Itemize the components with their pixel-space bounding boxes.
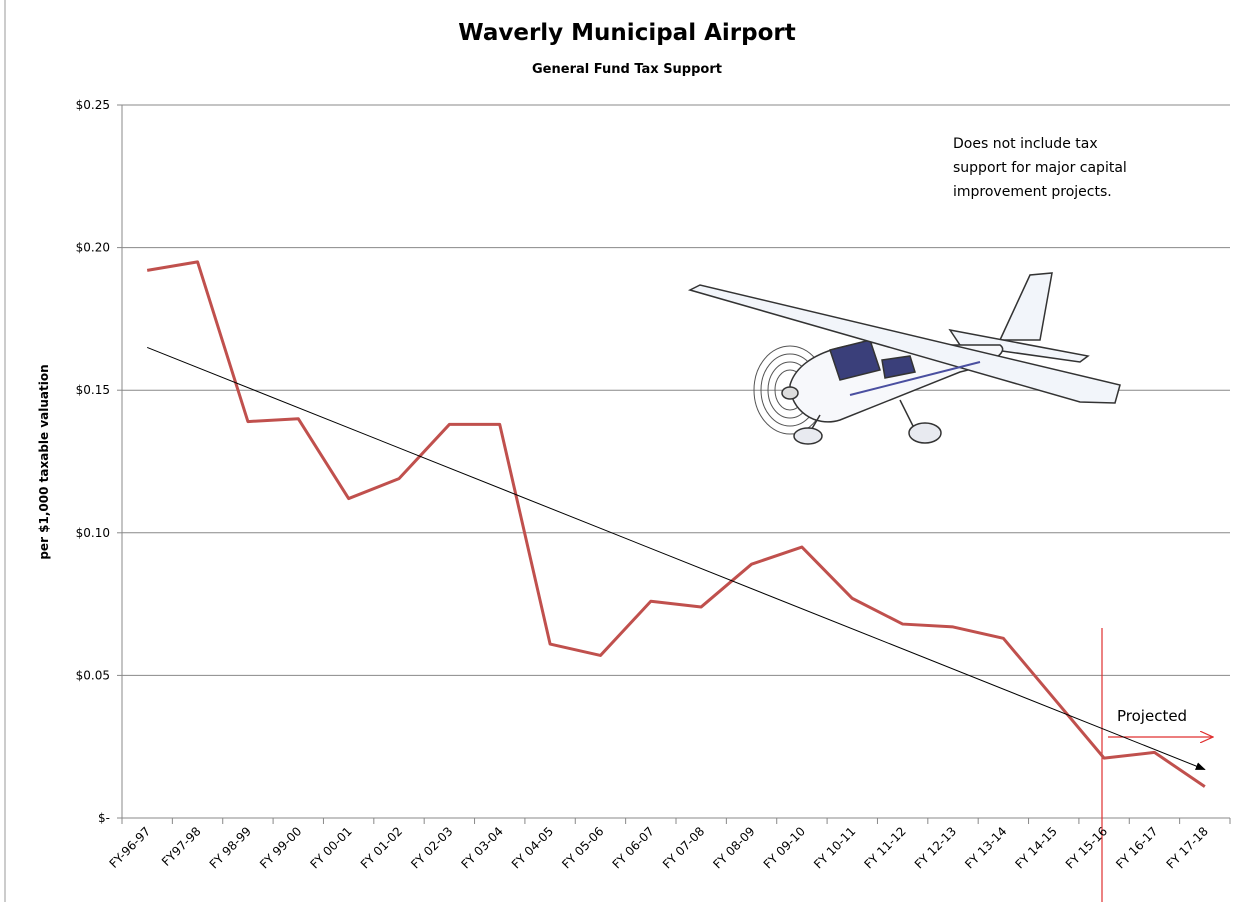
x-tick-label: FY 06-07: [610, 824, 657, 871]
x-tick-label: FY 99-00: [257, 824, 304, 871]
x-tick-label: FY 17-18: [1164, 824, 1211, 871]
y-tick-label: $0.10: [76, 526, 110, 540]
x-tick-label: FY 15-16: [1063, 824, 1110, 871]
projected-label: Projected: [1117, 707, 1187, 725]
x-tick-label: FY 03-04: [459, 824, 506, 871]
y-tick-label: $0.05: [76, 668, 110, 682]
x-tick-label: FY 02-03: [408, 824, 455, 871]
x-tick-label: FY97-98: [159, 824, 204, 869]
x-tick-label: FY 05-06: [559, 824, 606, 871]
x-tick-label: FY 11-12: [861, 824, 908, 871]
annotation-line: Does not include tax: [953, 136, 1098, 152]
chart-title: Waverly Municipal Airport: [458, 20, 795, 46]
y-tick-label: $0.15: [76, 383, 110, 397]
y-tick-label: $0.25: [76, 98, 110, 112]
x-tick-label: FY 12-13: [912, 824, 959, 871]
x-tick-label: FY 08-09: [710, 824, 757, 871]
x-tick-label: FY 10-11: [811, 824, 858, 871]
annotation-line: support for major capital: [953, 160, 1127, 176]
x-tick-label: FY 07-08: [660, 824, 707, 871]
y-tick-label: $-: [98, 811, 110, 825]
y-axis-label: per $1,000 taxable valuation: [37, 364, 51, 559]
x-tick-label: FY 14-15: [1013, 824, 1060, 871]
annotation: Does not include tax support for major c…: [953, 136, 1127, 200]
annotation-line: improvement projects.: [953, 184, 1112, 200]
x-tick-label: FY 98-99: [207, 824, 254, 871]
x-tick-label: FY 00-01: [307, 824, 354, 871]
trend-line: [147, 347, 1205, 769]
x-tick-label: FY 16-17: [1113, 824, 1160, 871]
x-tick-label: FY 04-05: [509, 824, 556, 871]
airplane: [690, 273, 1120, 444]
y-tick-label: $0.20: [76, 241, 110, 255]
x-tick-label: FY-96-97: [107, 824, 154, 871]
chart-subtitle: General Fund Tax Support: [532, 62, 722, 77]
data-line: [147, 262, 1205, 787]
chart: Waverly Municipal Airport General Fund T…: [0, 0, 1245, 902]
x-tick-label: FY 01-02: [358, 824, 405, 871]
x-tick-label: FY 13-14: [962, 824, 1009, 871]
x-tick-label: FY 09-10: [761, 824, 808, 871]
